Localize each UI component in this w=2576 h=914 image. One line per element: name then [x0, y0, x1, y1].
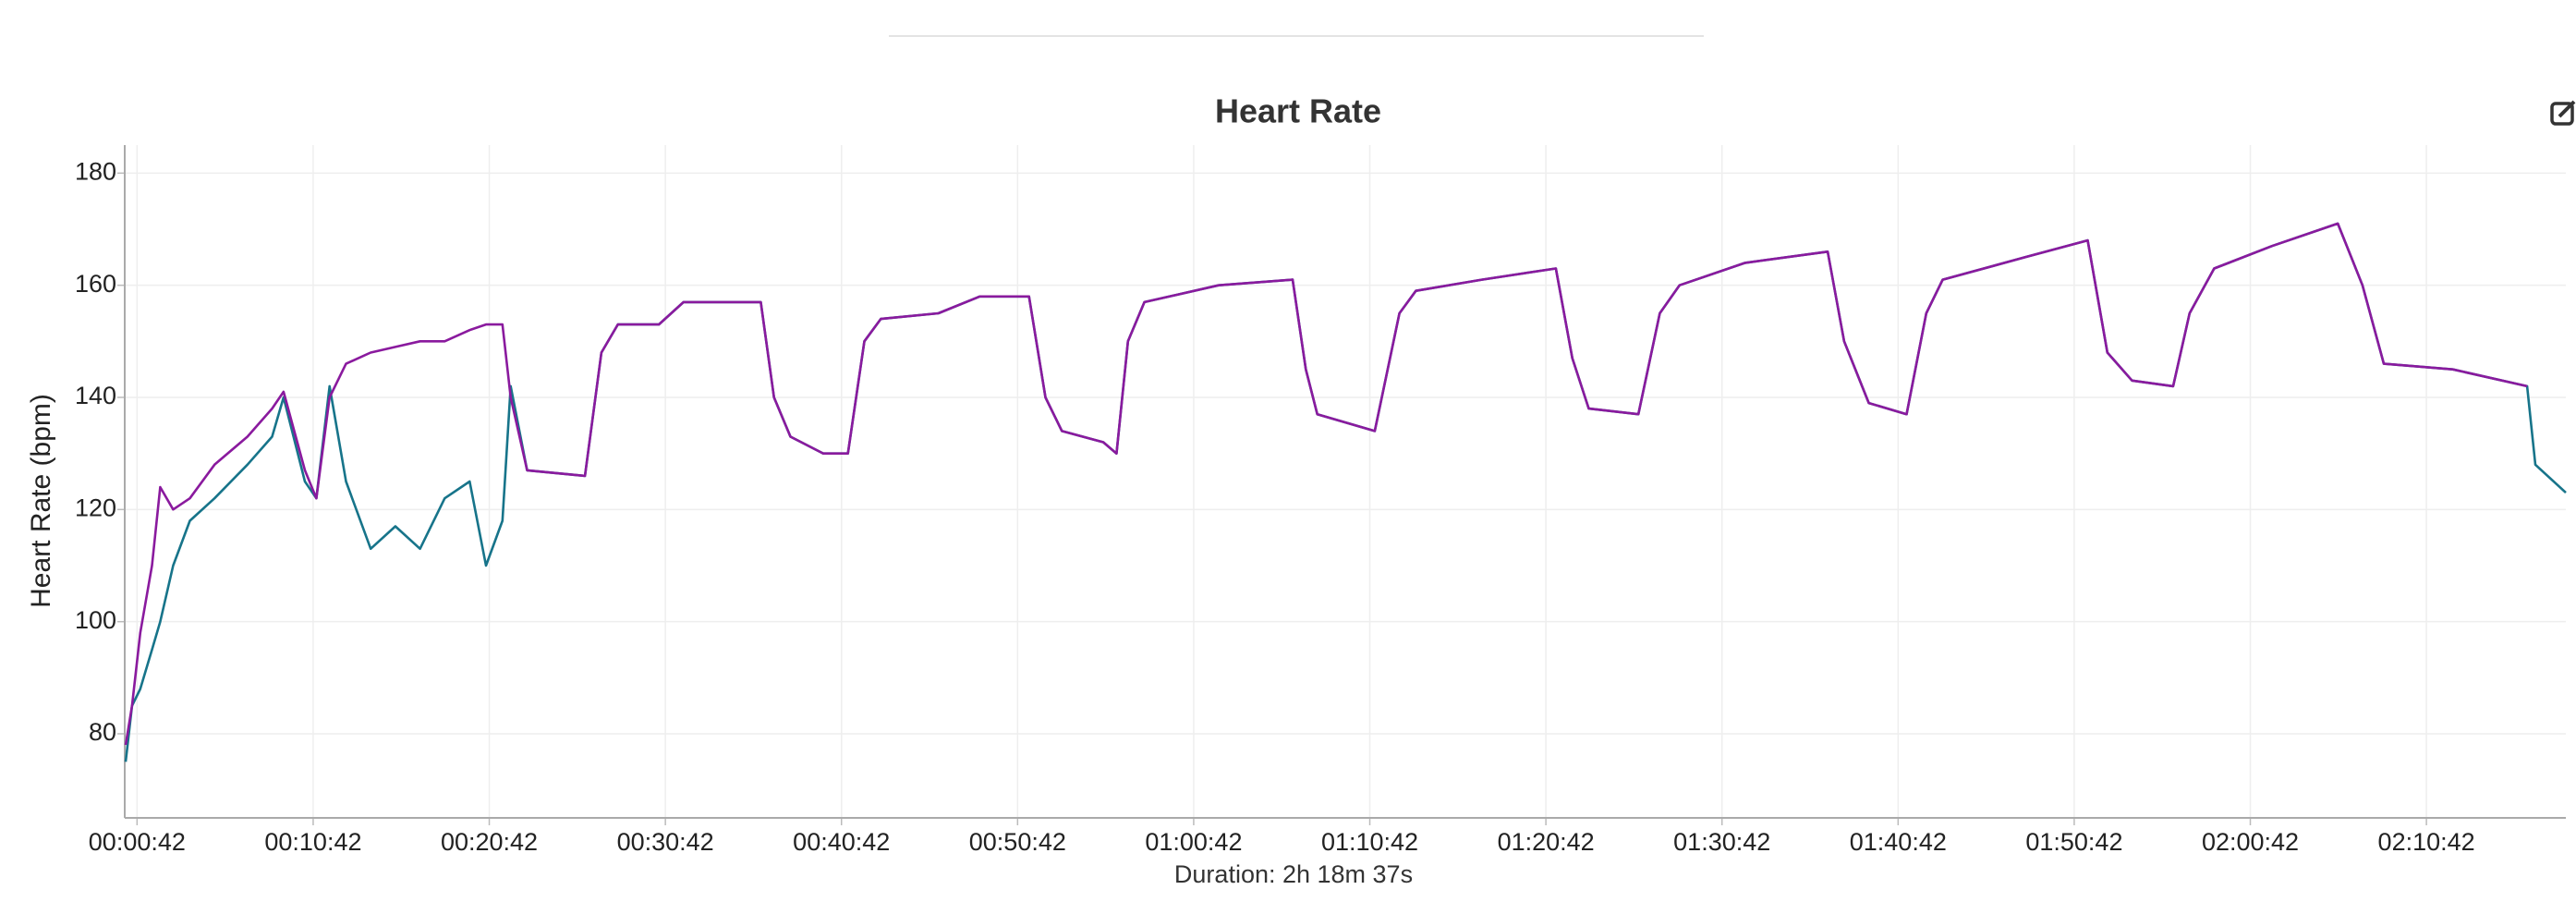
x-tick-label: 01:30:42 — [1673, 828, 1770, 856]
x-tick-label: 02:10:42 — [2378, 828, 2475, 856]
edit-icon-pen — [2558, 100, 2576, 118]
y-tick-label: 160 — [75, 270, 116, 298]
x-tick-label: 01:50:42 — [2025, 828, 2122, 856]
x-axis-label: Duration: 2h 18m 37s — [1174, 860, 1413, 888]
x-tick-label: 01:00:42 — [1145, 828, 1242, 856]
x-tick-label: 01:20:42 — [1498, 828, 1595, 856]
y-tick-label: 120 — [75, 494, 116, 521]
x-tick-label: 02:00:42 — [2202, 828, 2299, 856]
series-line — [124, 222, 2567, 762]
x-tick-label: 00:00:42 — [89, 828, 186, 856]
x-tick-label: 00:50:42 — [969, 828, 1066, 856]
x-tick-label: 01:10:42 — [1321, 828, 1418, 856]
y-tick-label: 140 — [75, 382, 116, 409]
chart-title: Heart Rate — [1215, 92, 1381, 130]
y-axis-label: Heart Rate (bpm) — [26, 394, 56, 608]
series-line — [124, 222, 2528, 746]
y-tick-label: 180 — [75, 157, 116, 185]
x-tick-label: 00:30:42 — [617, 828, 714, 856]
x-tick-label: 01:40:42 — [1850, 828, 1947, 856]
edit-icon-frame — [2550, 102, 2574, 126]
y-tick-label: 80 — [89, 718, 116, 746]
y-tick-label: 100 — [75, 606, 116, 634]
x-tick-label: 00:40:42 — [793, 828, 890, 856]
edit-icon[interactable] — [2550, 100, 2576, 126]
x-tick-label: 00:10:42 — [264, 828, 361, 856]
x-tick-label: 00:20:42 — [441, 828, 538, 856]
